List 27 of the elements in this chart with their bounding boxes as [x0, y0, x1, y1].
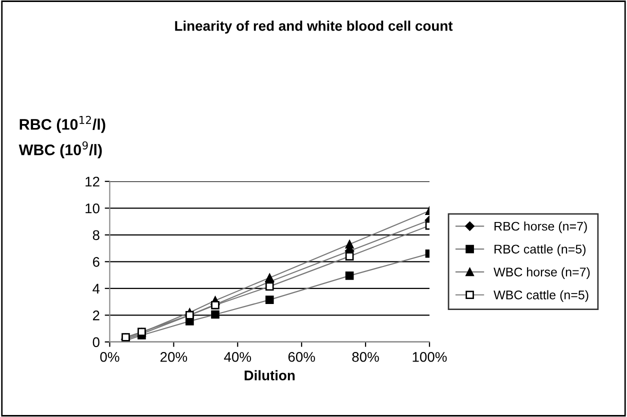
chart-title: Linearity of red and white blood cell count: [175, 20, 453, 34]
x-tick-label: 40%: [224, 352, 252, 362]
legend-label: RBC cattle (n=5): [494, 244, 586, 256]
y-tick-label: 10: [86, 203, 100, 214]
point: [345, 240, 354, 248]
point: [211, 310, 220, 319]
point: [345, 272, 354, 280]
x-tick-label: 100%: [412, 352, 447, 362]
y-tick-label: 2: [92, 310, 100, 320]
x-tick-label: 0%: [100, 352, 120, 362]
y-tick-label: 6: [92, 257, 100, 267]
x-axis-title: Dilution: [244, 370, 295, 380]
legend-label: WBC cattle (n=5): [494, 290, 588, 302]
point: [265, 274, 274, 282]
y-tick-label: 12: [86, 176, 100, 186]
point: [265, 296, 274, 304]
y-tick-label: 8: [92, 230, 100, 240]
legend-label: WBC horse (n=7): [494, 267, 590, 279]
x-tick-label: 80%: [352, 352, 379, 362]
y-tick-label: 0: [92, 337, 100, 348]
y-tick-label: 4: [92, 284, 100, 294]
x-tick-label: 60%: [288, 352, 315, 362]
legend-label: RBC horse (n=7): [494, 221, 587, 234]
x-tick-label: 20%: [160, 352, 188, 362]
point: [265, 282, 274, 291]
y-axis-title: RBC (10$^{12}$/l) WBC (10$^{9}$/l): [18, 116, 106, 158]
point: [345, 252, 354, 260]
